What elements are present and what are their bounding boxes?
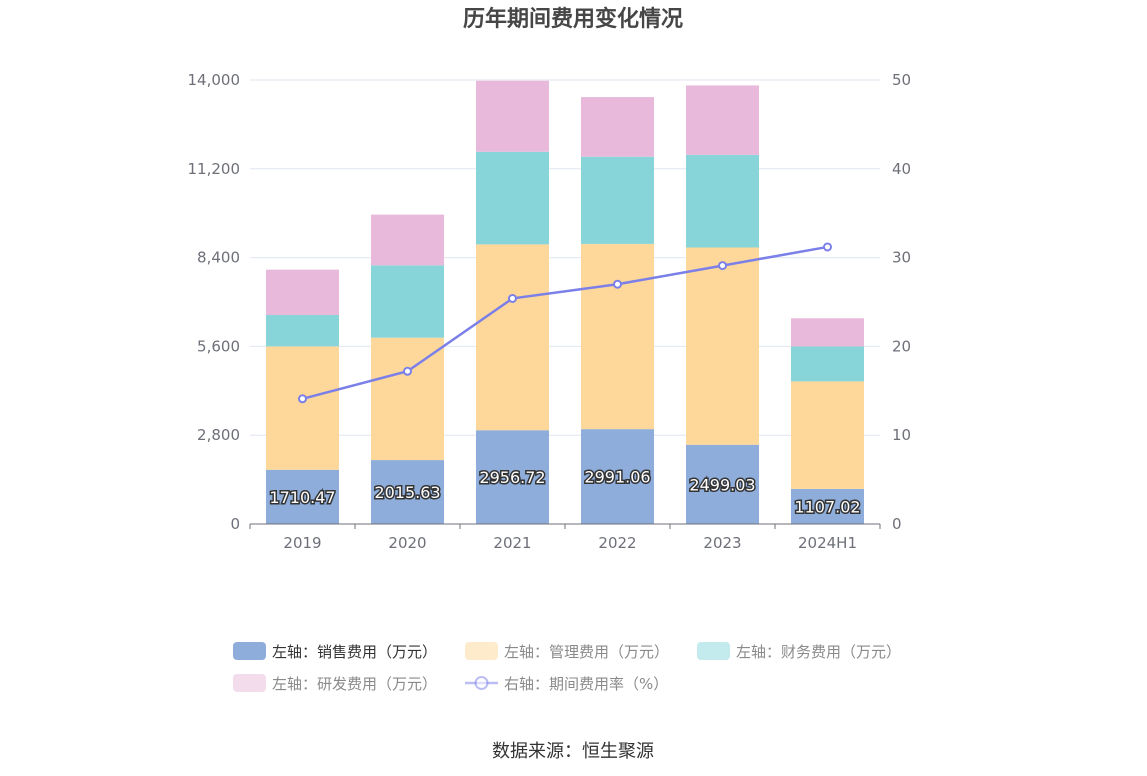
legend-item-3[interactable]: 左轴：研发费用（万元）	[233, 674, 437, 693]
bar-segment-3[interactable]	[476, 80, 549, 152]
bar-segment-1[interactable]	[581, 243, 654, 430]
rate-point[interactable]	[613, 279, 622, 289]
chart-title: 历年期间费用变化情况	[463, 6, 683, 32]
legend-label: 左轴：财务费用（万元）	[736, 643, 901, 661]
x-tick-label: 2020	[388, 534, 426, 552]
legend-label: 左轴：销售费用（万元）	[272, 643, 437, 661]
legend[interactable]: 左轴：销售费用（万元） 左轴：管理费用（万元） 左轴：财务费用（万元） 左轴：研发费用…	[233, 642, 901, 693]
legend-item-4[interactable]: 右轴：期间费用率（%）	[465, 675, 668, 693]
bar-data-label: 2015.63	[374, 483, 440, 502]
legend-marker	[474, 676, 489, 690]
rate-line-path	[302, 245, 828, 401]
legend-swatch	[233, 642, 266, 660]
y-left-tick-label: 8,400	[197, 249, 240, 267]
bar-segment-1[interactable]	[791, 381, 864, 489]
rate-point[interactable]	[823, 242, 832, 252]
bar-segment-0[interactable]	[686, 444, 759, 524]
bar-data-label: 1710.47	[269, 488, 335, 507]
y-right-tick-label: 10	[892, 426, 911, 444]
bar-segment-0[interactable]	[791, 488, 864, 524]
bar-segment-1[interactable]	[686, 247, 759, 445]
legend-item-0[interactable]: 左轴：销售费用（万元）	[233, 642, 437, 661]
legend-swatch	[697, 642, 730, 660]
bar-data-label: 2991.06	[584, 468, 650, 487]
bar-data-label: 2956.72	[479, 468, 545, 487]
grid-lines	[250, 79, 880, 436]
rate-point[interactable]	[718, 261, 727, 271]
bar-segment-2[interactable]	[476, 151, 549, 245]
bar-segment-3[interactable]	[791, 318, 864, 347]
rate-point[interactable]	[508, 293, 517, 303]
legend-label: 左轴：研发费用（万元）	[272, 675, 437, 693]
legend-label: 左轴：管理费用（万元）	[504, 643, 669, 661]
y-left-tick-label: 5,600	[197, 337, 240, 355]
legend-item-2[interactable]: 左轴：财务费用（万元）	[697, 642, 901, 661]
x-tick-label: 2022	[598, 534, 636, 552]
legend-label: 右轴：期间费用率（%）	[504, 675, 668, 693]
legend-item-1[interactable]: 左轴：管理费用（万元）	[465, 642, 669, 661]
bar-segment-2[interactable]	[581, 156, 654, 244]
rate-point[interactable]	[403, 366, 412, 376]
x-tick-label: 2019	[283, 534, 321, 552]
rate-point[interactable]	[298, 394, 307, 404]
bar-segment-3[interactable]	[371, 214, 444, 266]
source-text: 数据来源：恒生聚源	[492, 741, 654, 762]
x-tick-label: 2021	[493, 534, 531, 552]
bar-segment-0[interactable]	[266, 469, 339, 524]
bar-segment-1[interactable]	[476, 244, 549, 431]
bar-segment-3[interactable]	[266, 269, 339, 315]
bar-segment-2[interactable]	[791, 346, 864, 382]
legend-swatch	[465, 642, 498, 660]
bar-segment-1[interactable]	[371, 337, 444, 461]
legend-swatch	[233, 674, 266, 692]
x-tick-label: 2024H1	[798, 534, 857, 552]
y-left-tick-label: 14,000	[188, 71, 241, 89]
bar-data-label: 2499.03	[689, 475, 755, 494]
bar-segment-0[interactable]	[581, 429, 654, 524]
y-left-tick-label: 11,200	[188, 160, 241, 178]
bar-labels: 1710.47 2015.63 2956.72 2991.06 2499.03 1107.…	[268, 466, 862, 518]
y-right-tick-label: 0	[892, 515, 902, 533]
bar-segment-2[interactable]	[686, 154, 759, 248]
rate-line	[298, 242, 832, 404]
bar-segment-2[interactable]	[266, 314, 339, 347]
bar-segment-3[interactable]	[581, 97, 654, 157]
y-right-tick-label: 50	[892, 71, 911, 89]
bar-segment-0[interactable]	[371, 460, 444, 524]
y-left-tick-label: 2,800	[197, 426, 240, 444]
y-right-tick-label: 30	[892, 249, 911, 267]
bar-segment-1[interactable]	[266, 346, 339, 470]
bar-data-label: 1107.02	[794, 497, 860, 516]
axes: 0 0 2,800 10 5,600 20 8,400 30 11,200 40 14,000 50 2…	[188, 71, 912, 552]
x-tick-label: 2023	[703, 534, 741, 552]
bar-segment-0[interactable]	[476, 430, 549, 524]
y-right-tick-label: 20	[892, 337, 911, 355]
bars	[266, 80, 864, 524]
bar-segment-2[interactable]	[371, 265, 444, 338]
bar-segment-3[interactable]	[686, 85, 759, 155]
y-left-tick-label: 0	[230, 515, 240, 533]
y-right-tick-label: 40	[892, 160, 911, 178]
